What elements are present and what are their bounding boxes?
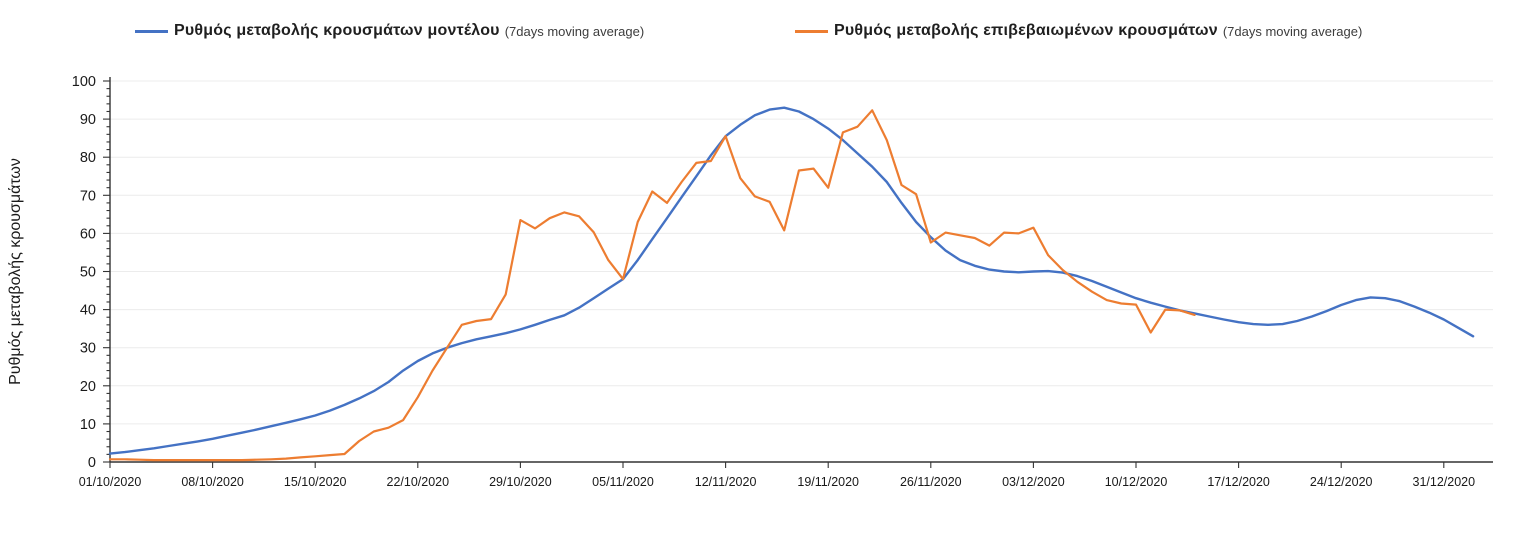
y-tick-label: 60 <box>80 226 96 242</box>
x-tick-label: 24/12/2020 <box>1310 475 1373 489</box>
y-tick-label: 90 <box>80 112 96 128</box>
legend-label-model: Ρυθμός μεταβολής κρουσμάτων μοντέλου <box>174 22 500 39</box>
x-tick-label: 29/10/2020 <box>489 475 552 489</box>
y-tick-label: 100 <box>72 74 96 90</box>
y-tick-label: 30 <box>80 341 96 357</box>
x-tick-label: 19/11/2020 <box>797 475 859 489</box>
x-tick-label: 17/12/2020 <box>1207 475 1270 489</box>
chart-legend: Ρυθμός μεταβολής κρουσμάτων μοντέλου (7d… <box>0 22 1530 52</box>
y-axis-title: Ρυθμός μεταβολής κρουσμάτων <box>7 158 24 385</box>
x-tick-label: 10/12/2020 <box>1105 475 1168 489</box>
x-tick-label: 26/11/2020 <box>900 475 962 489</box>
y-tick-label: 80 <box>80 150 96 166</box>
legend-sublabel-confirmed: (7days moving average) <box>1222 23 1363 39</box>
model-series-line <box>108 106 1475 455</box>
y-tick-label: 70 <box>80 188 96 204</box>
orange-line-swatch <box>795 29 828 33</box>
y-tick-label: 10 <box>80 417 96 433</box>
x-tick-label: 15/10/2020 <box>284 475 347 489</box>
legend-label-confirmed: Ρυθμός μεταβολής επιβεβαιωμένων κρουσμάτ… <box>834 22 1218 39</box>
x-tick-label: 05/11/2020 <box>592 475 654 489</box>
y-tick-label: 20 <box>80 379 96 395</box>
y-tick-label: 50 <box>80 265 96 281</box>
x-tick-label: 03/12/2020 <box>1002 475 1065 489</box>
legend-sublabel-model: (7days moving average) <box>504 23 645 39</box>
legend-item-confirmed: Ρυθμός μεταβολής επιβεβαιωμένων κρουσμάτ… <box>795 22 1362 40</box>
blue-line-swatch <box>135 29 168 33</box>
y-tick-label: 0 <box>88 455 96 471</box>
x-tick-label: 31/12/2020 <box>1413 475 1476 489</box>
x-tick-label: 08/10/2020 <box>181 475 244 489</box>
x-tick-label: 01/10/2020 <box>79 475 142 489</box>
y-tick-label: 40 <box>80 303 96 319</box>
x-tick-label: 12/11/2020 <box>695 475 757 489</box>
x-tick-label: 22/10/2020 <box>387 475 450 489</box>
legend-item-model: Ρυθμός μεταβολής κρουσμάτων μοντέλου (7d… <box>135 22 644 40</box>
confirmed-series-line <box>108 109 1196 462</box>
